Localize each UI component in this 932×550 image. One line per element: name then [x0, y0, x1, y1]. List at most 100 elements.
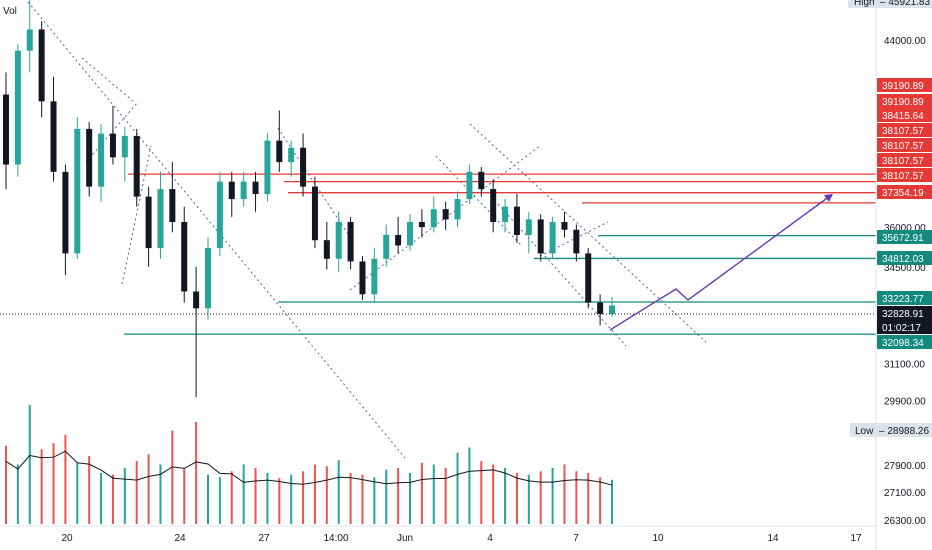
bullish-candle [609, 305, 615, 314]
volume-bar [599, 477, 602, 524]
volume-bar [504, 467, 507, 524]
low-label: Low [855, 426, 874, 437]
high-value: – 45921.83 [880, 0, 930, 8]
support-price-tag-bg [877, 291, 932, 305]
high-marker: High – 45921.83 [848, 0, 932, 8]
bullish-candle [371, 258, 378, 295]
bearish-candle [513, 206, 520, 235]
volume-bar [409, 473, 411, 524]
bearish-candle [311, 186, 318, 241]
volume-bar [52, 443, 55, 524]
price-tick-label: 34500.00 [884, 263, 926, 274]
projection-arrowhead [824, 194, 833, 202]
bullish-candle [383, 234, 390, 259]
bearish-candle [395, 234, 402, 246]
price-tick-label: 29900.00 [884, 396, 926, 407]
volume-bar [290, 474, 293, 524]
volume-bar [551, 467, 554, 524]
bullish-candle [549, 221, 556, 254]
time-tick-label: 17 [850, 533, 862, 544]
high-label: High [854, 0, 875, 8]
support-price-tag-bg [877, 335, 932, 349]
volume-bar [611, 479, 613, 524]
volume-bar [302, 471, 305, 524]
price-tick-label: 27100.00 [884, 488, 926, 499]
volume-bar [111, 474, 114, 524]
time-tick-label: 14 [767, 533, 779, 544]
resistance-price-tag: 38107.57 [882, 156, 924, 167]
bearish-candle [573, 229, 580, 254]
volume-bar [539, 471, 542, 524]
resistance-price-tag: 38107.57 [882, 171, 924, 182]
price-tick-label: 31100.00 [884, 360, 925, 371]
volume-bar [587, 473, 590, 524]
resistance-price-tag-bg [877, 153, 932, 167]
resistance-price-tag-bg [877, 108, 932, 122]
volume-bar [123, 467, 126, 524]
volume-bar [468, 447, 471, 524]
bearish-candle [3, 94, 9, 165]
bearish-candle [323, 240, 330, 259]
bullish-candle [14, 50, 21, 165]
volume-bar [373, 477, 376, 524]
volume-bar [385, 469, 388, 524]
time-tick-label: Jun [397, 533, 413, 544]
volume-bar [207, 474, 209, 524]
volume-bar [325, 466, 328, 524]
support-price-tag-bg [877, 251, 932, 265]
volume-bar [195, 422, 198, 524]
bearish-candle [193, 291, 200, 309]
volume-bar [337, 460, 340, 524]
bullish-candle [335, 221, 342, 259]
volume-bar [88, 456, 91, 524]
support-price-tag: 32098.34 [882, 338, 924, 349]
volume-bar [40, 449, 43, 524]
resistance-price-tag: 38107.57 [882, 126, 924, 137]
volume-bar [76, 462, 79, 524]
bearish-candle [300, 147, 307, 187]
bullish-candle [407, 221, 413, 246]
bearish-candle [347, 221, 354, 262]
bearish-candle [133, 135, 140, 197]
bearish-candle [228, 181, 235, 200]
volume-bar [266, 473, 269, 524]
time-tick-label: 24 [174, 533, 186, 544]
bullish-candle [264, 140, 271, 195]
volume-bar [563, 464, 566, 524]
time-axis: 20 24 27 14:00 Jun 4 7 10 14 17 [61, 533, 862, 544]
bearish-candle [585, 253, 592, 303]
bullish-candle [98, 133, 105, 187]
volume-bar [147, 454, 150, 524]
bullish-candle [240, 181, 247, 200]
bearish-candle [359, 261, 366, 295]
resistance-price-tag-bg [877, 94, 932, 108]
volume-bar [135, 461, 138, 524]
pullback-top-line [277, 127, 353, 241]
resistance-price-tag-bg [877, 138, 932, 152]
volume-bar [313, 464, 316, 524]
price-tick-label: 27900.00 [884, 461, 926, 472]
volume-bar [64, 434, 67, 524]
volume-bar [527, 474, 530, 524]
flag-support-line [121, 145, 152, 285]
time-tick-label: 27 [258, 533, 270, 544]
volume-bar [397, 467, 400, 524]
low-marker-bg [850, 423, 932, 437]
bearish-candle [145, 196, 152, 249]
resistance-price-tag: 38107.57 [882, 141, 924, 152]
bearish-candle [109, 133, 116, 158]
support-price-tag-bg [877, 230, 932, 244]
volume-label: Vol [3, 6, 17, 17]
price-tick-label: 26300.00 [884, 516, 926, 527]
volume-bar [349, 473, 352, 524]
time-tick-label: 7 [573, 533, 579, 544]
high-marker-bg [848, 0, 932, 8]
resistance-price-tag-bg [877, 123, 932, 137]
bullish-candle [26, 29, 33, 51]
bearish-candle [181, 221, 188, 292]
bullish-candle [430, 209, 437, 228]
volume-bar [242, 464, 245, 524]
bullish-candle [205, 248, 211, 309]
